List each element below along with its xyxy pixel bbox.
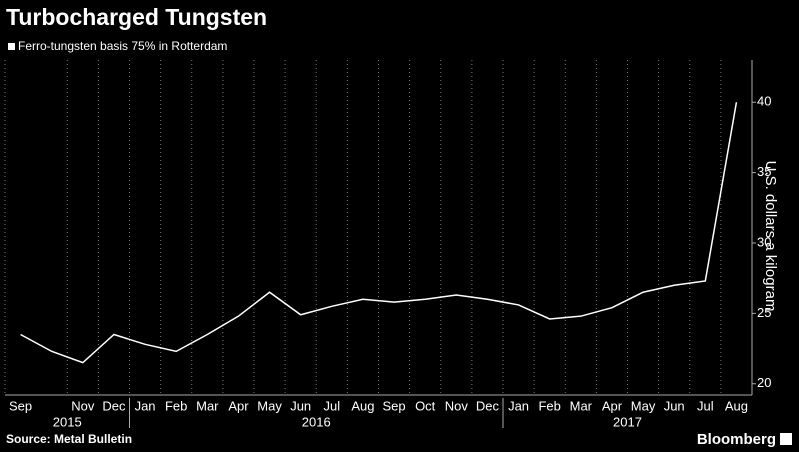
x-tick-label: Jan <box>135 398 156 413</box>
x-tick-label: Oct <box>415 398 436 413</box>
x-tick-label: Mar <box>570 398 593 413</box>
x-tick-label: Jul <box>324 398 341 413</box>
y-tick-label: 20 <box>757 375 771 390</box>
x-tick-label: Dec <box>102 398 126 413</box>
y-tick-label: 25 <box>757 305 771 320</box>
x-tick-label: Jun <box>290 398 311 413</box>
y-tick-label: 35 <box>757 164 771 179</box>
x-tick-label: Feb <box>538 398 560 413</box>
legend-swatch <box>8 43 15 50</box>
chart-title: Turbocharged Tungsten <box>6 4 267 30</box>
y-axis-label: U.S. dollars a kilogram <box>762 161 779 312</box>
x-tick-label: Jan <box>508 398 529 413</box>
x-tick-label: Dec <box>476 398 500 413</box>
x-tick-label: Jul <box>697 398 714 413</box>
x-tick-label: Sep <box>9 398 32 413</box>
x-tick-label: Nov <box>71 398 95 413</box>
x-tick-label: Mar <box>196 398 219 413</box>
source: Source: Metal Bulletin <box>6 432 132 446</box>
y-tick-label: 40 <box>757 94 771 109</box>
brand-icon <box>780 433 792 445</box>
x-tick-label: May <box>257 398 282 413</box>
line <box>20 102 738 364</box>
x-tick-label: Nov <box>445 398 469 413</box>
y-tick-label: 30 <box>757 234 771 249</box>
x-tick-label: Aug <box>351 398 374 413</box>
x-tick-label: Sep <box>382 398 405 413</box>
x-tick-label: Aug <box>725 398 748 413</box>
x-tick-label: Feb <box>165 398 187 413</box>
x-tick-label: Apr <box>602 398 623 413</box>
year-label: 2016 <box>302 414 331 429</box>
year-label: 2017 <box>613 414 642 429</box>
brand: Bloomberg <box>697 431 776 448</box>
x-tick-label: Jun <box>664 398 685 413</box>
legend-label: Ferro-tungsten basis 75% in Rotterdam <box>18 39 227 53</box>
x-tick-label: Apr <box>228 398 249 413</box>
year-label: 2015 <box>53 414 82 429</box>
x-tick-label: May <box>631 398 656 413</box>
